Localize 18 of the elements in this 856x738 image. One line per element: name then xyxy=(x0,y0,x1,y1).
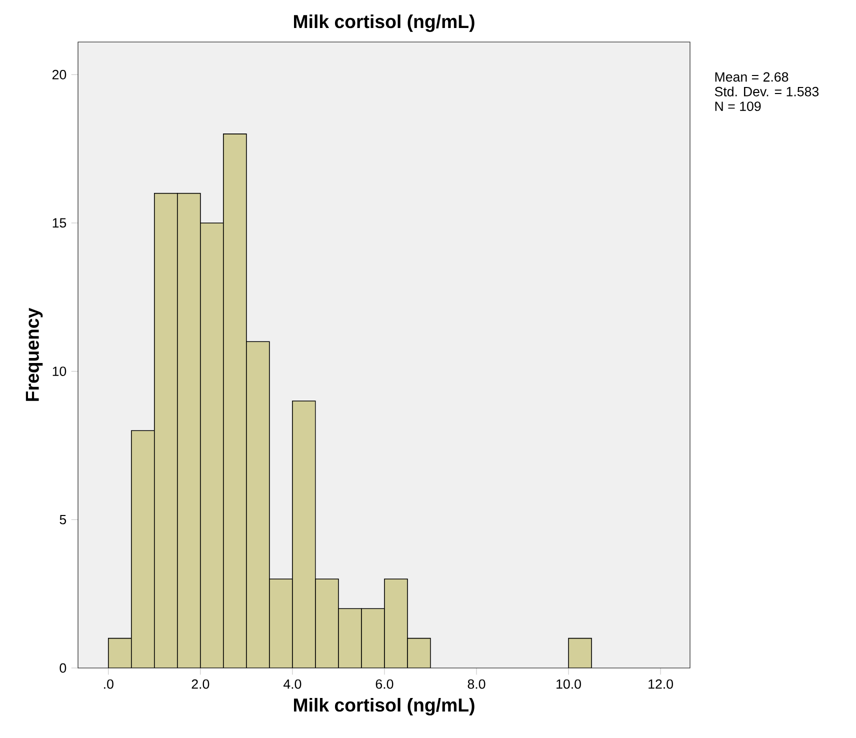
y-tick-label: 15 xyxy=(52,218,66,228)
x-axis-title: Milk cortisol (ng/mL) xyxy=(294,698,474,716)
text: Mean = 2.68 xyxy=(715,72,788,82)
y-tick-label: 0 xyxy=(60,663,66,673)
x-tick-label: 8.0 xyxy=(468,679,486,689)
x-tick-label: 4.0 xyxy=(283,679,302,689)
chart-title: Milk cortisol (ng/mL) xyxy=(294,14,474,32)
y-tick-label: 20 xyxy=(52,70,66,80)
x-tick-label: 2.0 xyxy=(192,679,210,689)
y-tick-label: 5 xyxy=(60,514,66,524)
text: N = 109 xyxy=(715,102,761,112)
x-tick-label: 12.0 xyxy=(648,679,674,689)
y-tick-label: 10 xyxy=(52,366,66,376)
y-axis-title: Frequency xyxy=(26,308,43,401)
text: Std. Dev. = 1.583 xyxy=(714,86,819,96)
x-tick-label: 6.0 xyxy=(376,679,394,689)
x-tick-label: .0 xyxy=(104,679,114,689)
x-tick-label: 10.0 xyxy=(556,679,581,689)
